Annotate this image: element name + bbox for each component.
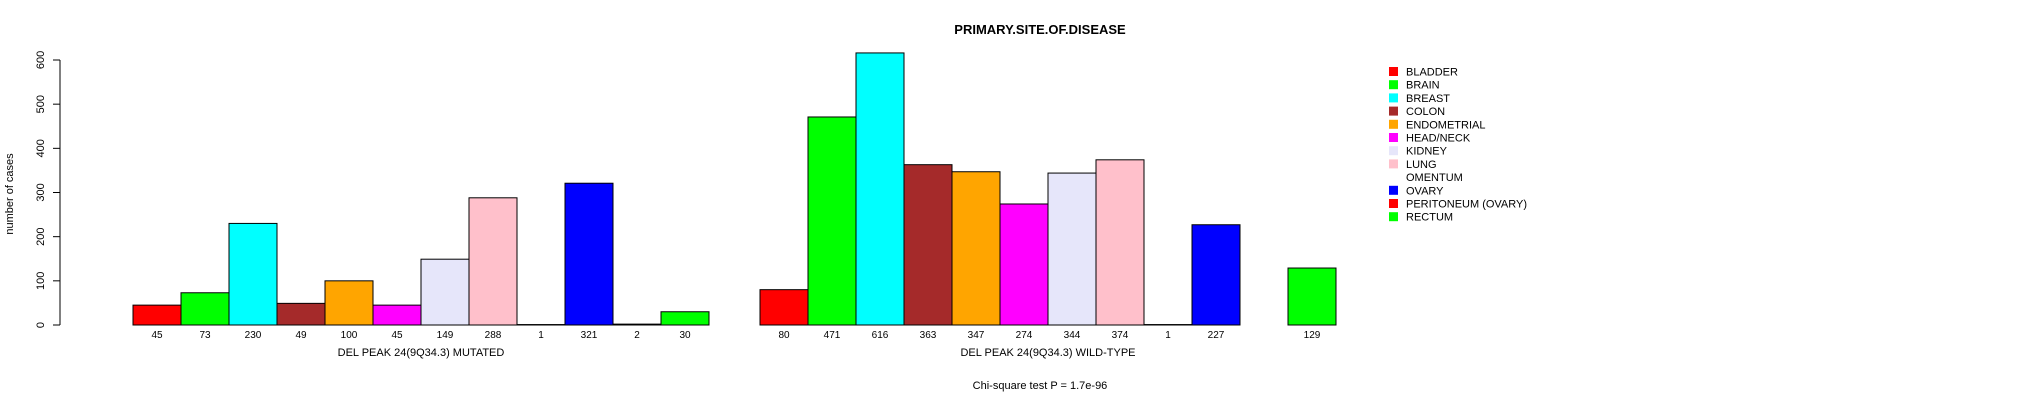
- legend-swatch-kidney: [1389, 146, 1398, 155]
- legend-swatch-lung: [1389, 159, 1398, 168]
- bar-peritoneum-ovary-group-1: [613, 324, 661, 325]
- bar-value-label: 1: [1165, 330, 1171, 341]
- bar-value-label: 129: [1304, 330, 1321, 341]
- bar-ovary-group-2: [1192, 225, 1240, 325]
- legend-swatch-endometrial: [1389, 120, 1398, 129]
- y-tick-label: 200: [35, 227, 47, 245]
- group-label-2: DEL PEAK 24(9Q34.3) WILD-TYPE: [960, 347, 1135, 359]
- bar-lung-group-2: [1096, 160, 1144, 325]
- bar-brain-group-2: [808, 117, 856, 325]
- group-label-1: DEL PEAK 24(9Q34.3) MUTATED: [338, 347, 505, 359]
- legend-swatch-head-neck: [1389, 133, 1398, 142]
- legend-swatch-omentum: [1389, 173, 1398, 182]
- legend-label-brain: BRAIN: [1406, 80, 1440, 92]
- bar-value-label: 471: [824, 330, 841, 341]
- legend-swatch-colon: [1389, 107, 1398, 116]
- chart-title: PRIMARY.SITE.OF.DISEASE: [954, 22, 1126, 37]
- bar-value-label: 149: [437, 330, 454, 341]
- bar-colon-group-1: [277, 303, 325, 325]
- bar-value-label: 1: [538, 330, 544, 341]
- chi-square-footer: Chi-square test P = 1.7e-96: [973, 380, 1108, 392]
- legend-label-ovary: OVARY: [1406, 185, 1444, 197]
- group-labels: DEL PEAK 24(9Q34.3) MUTATED DEL PEAK 24(9…: [338, 347, 1136, 359]
- bar-value-label: 363: [920, 330, 937, 341]
- bar-value-label: 374: [1112, 330, 1129, 341]
- legend-swatch-peritoneum-ovary: [1389, 199, 1398, 208]
- bar-endometrial-group-2: [952, 172, 1000, 325]
- bar-value-label: 30: [679, 330, 691, 341]
- legend-label-colon: COLON: [1406, 106, 1445, 118]
- bar-head-neck-group-1: [373, 305, 421, 325]
- bar-brain-group-1: [181, 293, 229, 325]
- bar-value-label: 80: [778, 330, 790, 341]
- bar-breast-group-2: [856, 53, 904, 325]
- bar-breast-group-1: [229, 223, 277, 325]
- bar-head-neck-group-2: [1000, 204, 1048, 325]
- bar-value-label: 45: [391, 330, 403, 341]
- y-axis-label: number of cases: [4, 153, 16, 235]
- bar-colon-group-2: [904, 165, 952, 325]
- bar-value-label: 2: [634, 330, 640, 341]
- bar-endometrial-group-1: [325, 281, 373, 325]
- legend-label-omentum: OMENTUM: [1406, 172, 1463, 184]
- legend-swatch-rectum: [1389, 212, 1398, 221]
- legend-label-head-neck: HEAD/NECK: [1406, 133, 1471, 145]
- bar-value-label: 230: [245, 330, 262, 341]
- legend-label-kidney: KIDNEY: [1406, 146, 1448, 158]
- bar-rectum-group-1: [661, 312, 709, 325]
- legend-label-rectum: RECTUM: [1406, 212, 1453, 224]
- legend-label-breast: BREAST: [1406, 93, 1450, 105]
- bar-value-label: 616: [872, 330, 889, 341]
- bar-value-label: 344: [1064, 330, 1081, 341]
- bar-value-label: 49: [295, 330, 307, 341]
- bar-kidney-group-2: [1048, 173, 1096, 325]
- bar-kidney-group-1: [421, 259, 469, 325]
- legend-swatch-breast: [1389, 93, 1398, 102]
- bar-value-label: 45: [151, 330, 163, 341]
- y-tick-label: 500: [35, 95, 47, 113]
- bar-value-label: 347: [968, 330, 985, 341]
- legend-label-endometrial: ENDOMETRIAL: [1406, 119, 1485, 131]
- bar-value-label: 288: [485, 330, 502, 341]
- bar-value-label: 321: [581, 330, 598, 341]
- legend-swatch-ovary: [1389, 186, 1398, 195]
- y-tick-label: 600: [35, 51, 47, 69]
- legend-swatch-brain: [1389, 80, 1398, 89]
- bar-value-label: 73: [199, 330, 211, 341]
- legend-label-lung: LUNG: [1406, 159, 1437, 171]
- bar-value-label: 100: [341, 330, 358, 341]
- y-axis: 0 100 200 300 400 500 600: [35, 51, 60, 328]
- bars: [133, 53, 1336, 325]
- y-tick-label: 400: [35, 139, 47, 157]
- y-tick-label: 300: [35, 183, 47, 201]
- legend-label-bladder: BLADDER: [1406, 67, 1458, 79]
- bar-ovary-group-1: [565, 183, 613, 325]
- y-tick-label: 0: [35, 322, 47, 328]
- bar-value-label: 274: [1016, 330, 1033, 341]
- bar-bladder-group-2: [760, 290, 808, 325]
- legend-swatch-bladder: [1389, 67, 1398, 76]
- legend-label-peritoneum-ovary: PERITONEUM (OVARY): [1406, 199, 1527, 211]
- y-tick-label: 100: [35, 272, 47, 290]
- bar-lung-group-1: [469, 198, 517, 325]
- bar-value-label: 227: [1208, 330, 1225, 341]
- bar-rectum-group-2: [1288, 268, 1336, 325]
- bar-bladder-group-1: [133, 305, 181, 325]
